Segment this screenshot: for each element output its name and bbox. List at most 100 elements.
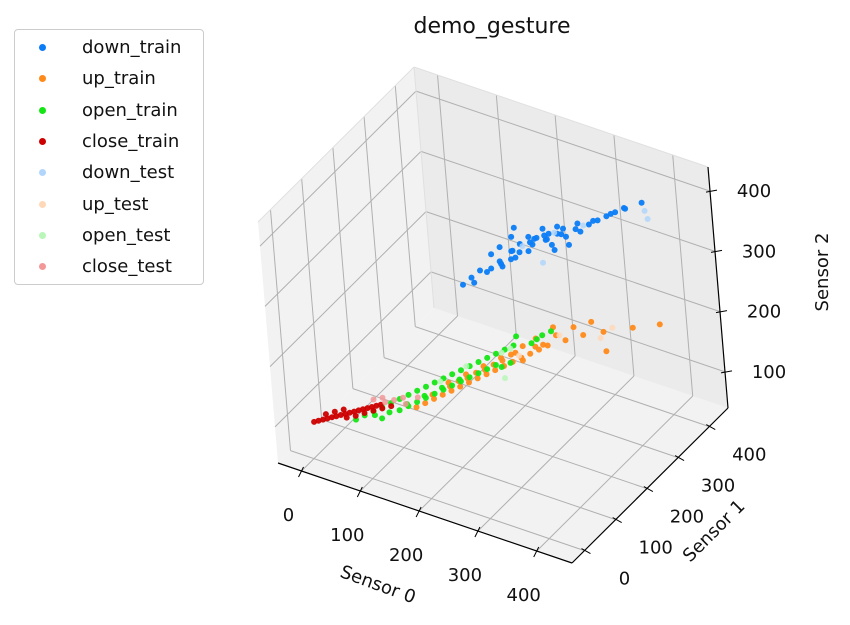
y-grid-line — [363, 116, 385, 358]
point-down-train — [533, 234, 540, 241]
point-open-train — [449, 371, 456, 378]
z-axis-line — [707, 166, 729, 409]
point-open-train — [421, 392, 428, 399]
x-grid-line — [613, 134, 635, 377]
legend: down_train up_train open_train close_train d… — [14, 29, 204, 285]
point-open-train — [484, 366, 491, 373]
point-open-train — [513, 333, 520, 340]
point-up-train — [588, 318, 595, 325]
point-down-train — [590, 217, 597, 224]
legend-marker — [39, 137, 46, 145]
point-up-train — [603, 348, 610, 355]
left-pane — [258, 67, 434, 463]
point-down-train — [541, 232, 548, 239]
x-grid-line — [301, 315, 458, 472]
pane-edge — [413, 66, 435, 309]
point-close-train — [361, 410, 368, 416]
y-tick-label: 0 — [619, 569, 630, 590]
point-up-test — [609, 324, 616, 331]
y-tick — [643, 486, 654, 493]
point-open-train — [414, 387, 421, 394]
point-close-test — [402, 401, 409, 407]
point-down-train — [585, 221, 592, 228]
point-close-test — [414, 394, 421, 401]
point-down-train — [468, 274, 475, 281]
y-tick — [581, 548, 591, 555]
point-close-train — [322, 411, 329, 418]
legend-item-down-train: down_train — [15, 33, 205, 63]
legend-item-up-train: up_train — [15, 64, 205, 94]
legend-label: close_train — [82, 130, 180, 152]
z-axis-title: Sensor 2 — [812, 233, 833, 312]
point-down-train — [574, 220, 581, 227]
legend-marker — [39, 106, 46, 114]
z-grid-line — [430, 271, 726, 373]
point-down-train — [638, 199, 645, 206]
legend-label: close_test — [82, 256, 172, 278]
y-tick-label: 100 — [639, 538, 673, 559]
point-down-train — [508, 233, 515, 240]
point-down-train — [460, 281, 466, 288]
legend-marker — [39, 44, 46, 51]
y-grid-line — [394, 85, 416, 327]
point-open-train — [423, 383, 429, 390]
point-down-train — [516, 249, 523, 256]
point-down-train — [560, 225, 566, 232]
x-tick-label: 200 — [389, 545, 423, 566]
point-down-test — [540, 259, 546, 266]
point-open-train — [528, 340, 535, 347]
point-close-test — [370, 396, 377, 403]
point-down-train — [594, 217, 601, 224]
point-up-train — [499, 357, 506, 364]
point-up-train — [492, 367, 499, 374]
legend-label: open_test — [82, 224, 171, 246]
x-tick — [298, 466, 304, 478]
point-down-test — [519, 243, 526, 250]
point-open-train — [449, 382, 456, 389]
point-down-train — [607, 210, 614, 217]
point-down-train — [548, 241, 555, 248]
point-down-train — [498, 260, 505, 267]
point-down-train — [622, 205, 629, 212]
y-tick — [706, 424, 716, 431]
point-up-train — [519, 343, 526, 350]
point-down-train — [488, 251, 495, 258]
point-open-train — [405, 391, 412, 398]
y-tick — [612, 517, 622, 524]
legend-item-close-test: close_test — [15, 252, 205, 282]
point-up-train — [457, 383, 464, 390]
point-down-train — [488, 265, 495, 272]
point-open-train — [484, 354, 491, 361]
point-down-train — [471, 279, 478, 286]
point-open-train — [439, 384, 445, 391]
legend-marker — [39, 169, 46, 177]
point-close-train — [315, 417, 322, 424]
point-open-train — [431, 390, 438, 397]
point-down-train — [477, 267, 483, 274]
legend-item-up-test: up_test — [15, 190, 205, 220]
point-open-train — [379, 415, 386, 422]
point-close-train — [388, 403, 395, 410]
x-grid-line — [477, 375, 635, 532]
legend-label: up_train — [82, 68, 156, 90]
point-open-train — [533, 336, 540, 343]
point-up-train — [508, 351, 514, 358]
y-tick-label: 300 — [701, 476, 735, 497]
point-up-test — [516, 352, 522, 359]
z-tick — [705, 189, 718, 193]
y-tick-label: 200 — [670, 507, 704, 528]
point-up-train — [570, 324, 577, 331]
z-grid-line — [264, 150, 422, 307]
point-down-test — [580, 222, 587, 229]
legend-label: down_train — [82, 37, 182, 58]
point-close-test — [400, 394, 406, 401]
pane-edge — [257, 66, 415, 223]
point-close-train — [340, 406, 347, 413]
point-down-train — [512, 254, 519, 261]
point-open-train — [493, 350, 499, 357]
x-axis-title: Sensor 0 — [337, 561, 418, 608]
legend-item-open-train: open_train — [15, 96, 205, 126]
point-up-train — [413, 404, 420, 411]
x-axis-line — [277, 462, 573, 564]
y-grid-line — [269, 209, 291, 451]
